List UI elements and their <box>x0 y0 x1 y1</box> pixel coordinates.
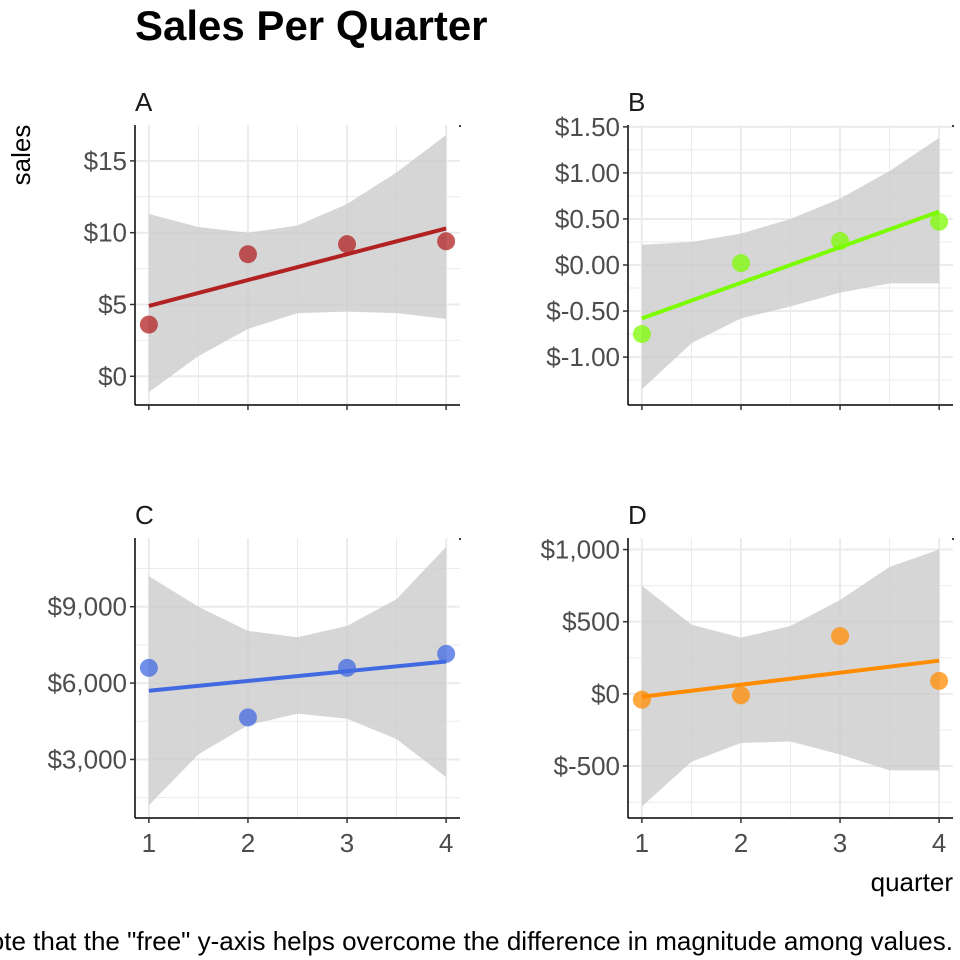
trend-line <box>641 209 940 321</box>
x-tick-label: 3 <box>833 828 847 858</box>
data-point <box>632 690 651 709</box>
y-tick-label: $0 <box>98 361 127 391</box>
y-tick-label: $15 <box>84 146 127 176</box>
facet-panel-b: B $-1.00 $-0.50 $0.00 $0.50 $1.00 $1.50 <box>546 87 954 410</box>
chart-caption: Note that the "free" y-axis helps overco… <box>0 926 953 956</box>
x-tick-label: 1 <box>635 828 649 858</box>
y-tick-label: $1,000 <box>540 535 620 565</box>
x-tick-label: 1 <box>142 828 156 858</box>
confidence-band <box>148 135 447 393</box>
facet-label: D <box>628 500 647 530</box>
y-tick-label: $0.00 <box>555 250 620 280</box>
data-point <box>338 658 357 677</box>
y-axis-label: sales <box>6 125 36 186</box>
data-point <box>437 644 456 663</box>
x-tick-label: 2 <box>734 828 748 858</box>
y-tick-label: $6,000 <box>47 668 127 698</box>
facet-label: B <box>628 87 645 117</box>
x-axis-label: quarter <box>871 867 954 897</box>
data-point <box>139 315 158 334</box>
trend-line <box>148 226 447 308</box>
trend-line <box>148 659 447 693</box>
x-tick-label: 2 <box>241 828 255 858</box>
facet-panels: A $0 $5 $10 $15 B $-1.00 $-0.50 $0.00 $0.50 $1.00 $… <box>47 87 954 858</box>
facet-panel-c: C $3,000 $6,000 $9,000 1 2 3 4 <box>47 500 461 858</box>
data-point <box>139 658 158 677</box>
data-point <box>338 235 357 254</box>
facet-panel-a: A $0 $5 $10 $15 <box>84 87 461 410</box>
x-tick-label: 4 <box>439 828 453 858</box>
x-tick-label: 4 <box>932 828 946 858</box>
y-tick-label: $-500 <box>554 751 621 781</box>
y-tick-label: $1.50 <box>555 112 620 142</box>
y-tick-label: $5 <box>98 289 127 319</box>
y-tick-label: $0 <box>591 679 620 709</box>
data-point <box>731 686 750 705</box>
chart-title: Sales Per Quarter <box>135 2 488 49</box>
trend-line <box>641 658 940 699</box>
facet-label: C <box>135 500 154 530</box>
y-tick-label: $500 <box>562 607 620 637</box>
y-tick-label: $3,000 <box>47 744 127 774</box>
facet-panel-d: D $-500 $0 $500 $1,000 1 2 3 4 <box>540 500 954 858</box>
data-point <box>831 627 850 646</box>
y-tick-label: $-0.50 <box>546 296 620 326</box>
y-tick-label: $-1.00 <box>546 342 620 372</box>
data-point <box>831 232 850 251</box>
data-point <box>930 671 949 690</box>
y-tick-label: $1.00 <box>555 158 620 188</box>
y-tick-label: $10 <box>84 218 127 248</box>
data-point <box>632 325 651 344</box>
data-point <box>238 245 257 264</box>
x-tick-label: 3 <box>340 828 354 858</box>
facet-label: A <box>135 87 153 117</box>
data-point <box>437 232 456 251</box>
y-tick-label: $9,000 <box>47 592 127 622</box>
data-point <box>731 254 750 273</box>
data-point <box>238 708 257 727</box>
data-point <box>930 212 949 231</box>
y-tick-label: $0.50 <box>555 204 620 234</box>
